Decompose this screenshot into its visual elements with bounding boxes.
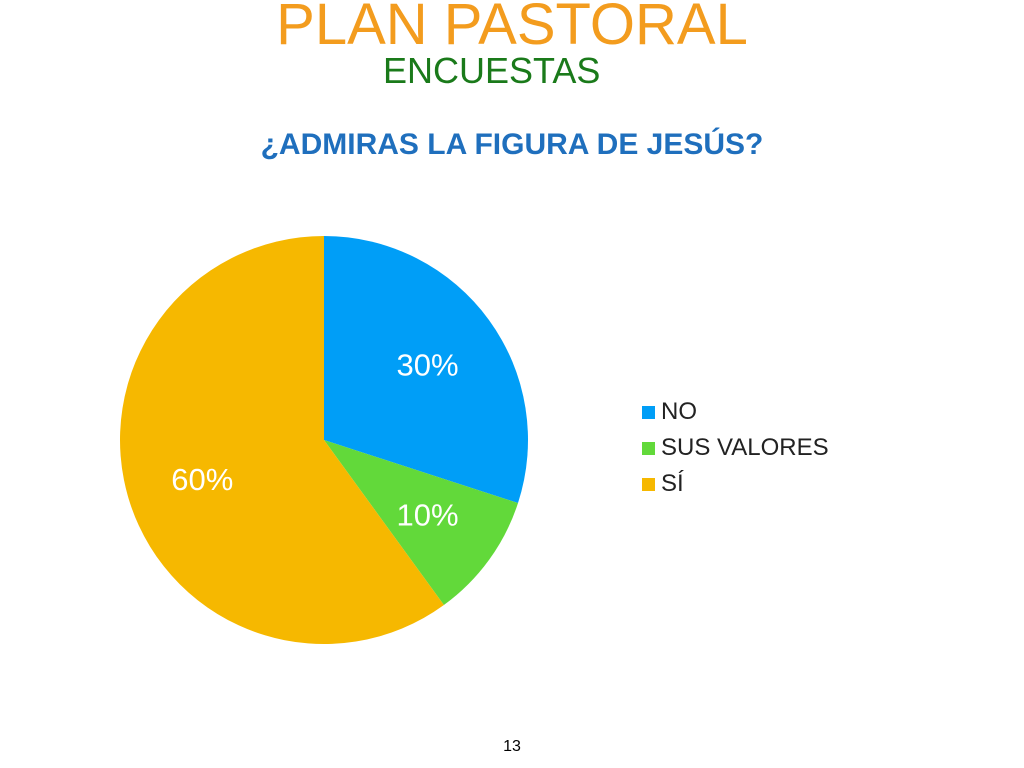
pie-slice-label-1: 10% (397, 498, 459, 533)
legend-item-1: SUS VALORES (642, 430, 829, 466)
pie-slice-0 (324, 236, 528, 504)
pie-slice-label-2: 60% (171, 462, 233, 497)
pie-slice-2 (120, 236, 444, 644)
legend-label-1: SUS VALORES (661, 434, 829, 461)
legend-label-0: NO (661, 398, 697, 425)
chart-legend: NO SUS VALORES SÍ (642, 394, 829, 502)
legend-item-0: NO (642, 394, 829, 430)
slide-subtitle: ENCUESTAS (383, 50, 601, 91)
legend-swatch-1 (642, 441, 655, 455)
legend-label-2: SÍ (661, 470, 684, 497)
legend-swatch-2 (642, 477, 655, 491)
legend-item-2: SÍ (642, 466, 829, 502)
pie-slice-1 (324, 440, 519, 606)
page-number: 13 (503, 738, 521, 755)
legend-swatch-0 (642, 405, 655, 419)
chart-title: ¿ADMIRAS LA FIGURA DE JESÚS? (260, 128, 764, 161)
slide-title: PLAN PASTORAL (276, 0, 748, 57)
pie-slice-label-0: 30% (397, 347, 459, 382)
